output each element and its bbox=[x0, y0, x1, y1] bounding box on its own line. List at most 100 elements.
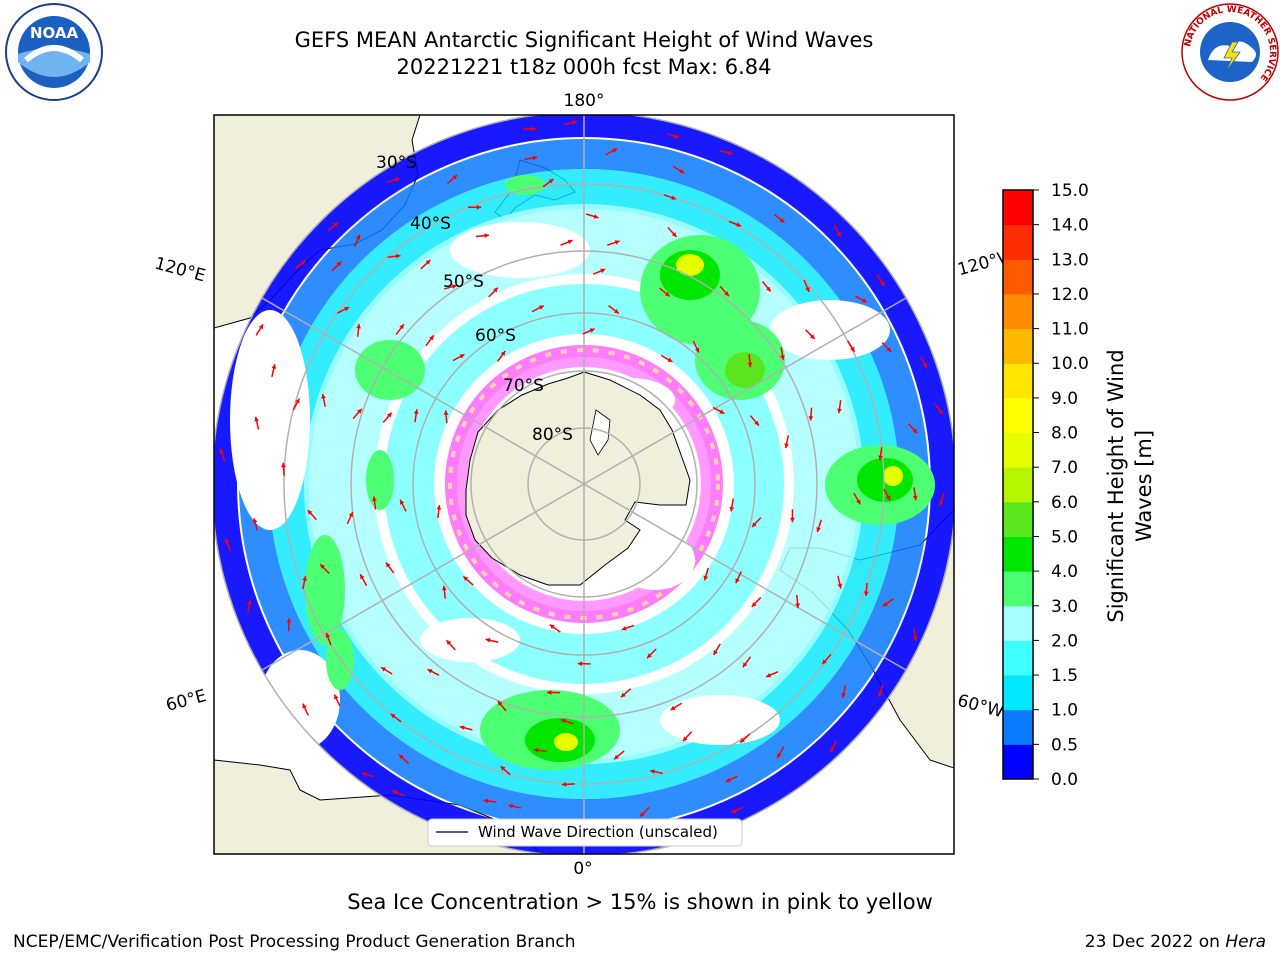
colorbar-bin bbox=[1003, 293, 1033, 330]
colorbar-tick-label: 6.0 bbox=[1051, 493, 1078, 513]
wave-direction-arrowhead bbox=[497, 701, 503, 706]
colorbar-frame bbox=[1002, 189, 1034, 780]
wave-direction-arrowhead bbox=[740, 738, 745, 743]
footer-machine: Hera bbox=[1225, 932, 1266, 952]
wave-direction-arrowhead bbox=[650, 769, 655, 774]
wave-direction-arrowhead bbox=[647, 653, 652, 659]
wave-direction-arrowhead bbox=[912, 636, 918, 641]
wave-direction-arrowhead bbox=[816, 527, 821, 533]
wave-direction-arrowhead bbox=[463, 576, 469, 582]
colorbar-tick-label: 5.0 bbox=[1051, 527, 1078, 547]
wave-direction-arrowhead bbox=[878, 455, 883, 461]
wave-direction-arrowhead bbox=[670, 705, 676, 711]
wave-direction-arrowhead bbox=[747, 362, 753, 368]
wave-direction-arrowhead bbox=[547, 690, 552, 695]
wave-direction-arrowhead bbox=[531, 126, 537, 132]
wave-direction-arrowhead bbox=[459, 725, 465, 731]
graticule bbox=[214, 115, 954, 854]
wave-direction-arrowhead bbox=[620, 692, 626, 698]
colorbar-bin bbox=[1003, 640, 1033, 676]
wave-direction-arrowhead bbox=[784, 443, 789, 449]
wave-direction-arrowhead bbox=[508, 803, 514, 809]
wave-direction-arrowhead bbox=[836, 231, 841, 237]
wave-direction-arrowhead bbox=[254, 416, 259, 422]
wave-direction-arrowhead bbox=[344, 307, 350, 312]
wave-direction-arrowhead bbox=[841, 692, 846, 698]
wave-direction-arrowhead bbox=[286, 618, 292, 623]
wave-direction-arrowhead bbox=[485, 637, 491, 643]
wave-direction-arrowhead bbox=[882, 601, 888, 607]
wave-direction-arrowhead bbox=[790, 517, 795, 523]
wave-direction-arrowhead bbox=[392, 790, 398, 795]
wave-direction-arrowhead bbox=[674, 134, 680, 139]
colorbar-tick-label: 11.0 bbox=[1051, 320, 1089, 340]
wave-direction-arrowhead bbox=[600, 268, 606, 274]
wave-direction-arrowhead bbox=[356, 323, 361, 329]
wave-direction-arrowhead bbox=[533, 747, 539, 753]
wave-direction-arrowhead bbox=[441, 585, 447, 591]
noaa-logo: NOAA bbox=[5, 3, 103, 101]
wave-direction-arrowhead bbox=[577, 661, 583, 667]
legend-label: Wind Wave Direction (unscaled) bbox=[478, 823, 718, 841]
wave-direction-arrowhead bbox=[837, 408, 842, 414]
colorbar-bin bbox=[1003, 363, 1033, 399]
wave-direction-arrowhead bbox=[731, 808, 737, 813]
ross-ice-shelf bbox=[589, 409, 611, 456]
wave-direction-arrowhead bbox=[694, 347, 700, 353]
wave-direction-arrowhead bbox=[381, 667, 387, 672]
wave-direction-arrowhead bbox=[219, 448, 225, 454]
colorbar-tick-label: 0.5 bbox=[1051, 735, 1078, 755]
map-frame bbox=[213, 114, 955, 855]
colorbar-bin bbox=[1003, 328, 1033, 364]
lon-label-60e: 60°E bbox=[164, 686, 209, 716]
wave-direction-arrowhead bbox=[822, 659, 827, 665]
chart-title-line1: GEFS MEAN Antarctic Significant Height o… bbox=[294, 28, 874, 52]
wave-direction-arrowhead bbox=[325, 632, 331, 638]
wave-direction-arrowhead bbox=[742, 662, 748, 668]
colorbar-bin bbox=[1003, 571, 1033, 607]
wave-direction-arrowhead bbox=[719, 409, 725, 414]
wave-direction-arrowhead bbox=[939, 500, 944, 506]
wave-direction-arrowhead bbox=[360, 574, 365, 580]
noaa-logo-text: NOAA bbox=[30, 24, 79, 42]
wave-direction-arrowhead bbox=[809, 334, 815, 340]
wave-direction-arrowhead bbox=[779, 217, 785, 223]
wave-direction-arrowhead bbox=[459, 354, 465, 359]
lat-label-30s: 30°S bbox=[376, 153, 417, 173]
wave-direction-arrowhead bbox=[247, 599, 252, 605]
lat-label-70s: 70°S bbox=[503, 376, 544, 396]
colorbar-bin bbox=[1003, 467, 1033, 503]
lat-label-60s: 60°S bbox=[475, 326, 516, 346]
wave-direction-arrowhead bbox=[336, 261, 342, 267]
colorbar-bin bbox=[1003, 501, 1033, 537]
wave-direction-arrowhead bbox=[613, 308, 619, 314]
colorbar-bin bbox=[1003, 709, 1033, 745]
wave-direction-arrowhead bbox=[561, 782, 567, 787]
wave-direction-arrowhead bbox=[476, 204, 482, 210]
wave-direction-arrowhead bbox=[589, 328, 595, 333]
wave-direction-arrowhead bbox=[399, 754, 404, 760]
wave-direction-arrowhead bbox=[572, 120, 578, 125]
wave-direction-arrowhead bbox=[348, 512, 354, 517]
wave-direction-arrowhead bbox=[830, 747, 835, 753]
map-legend: Wind Wave Direction (unscaled) bbox=[427, 818, 743, 847]
colorbar-tick-label: 12.0 bbox=[1051, 285, 1089, 305]
colorbar-bin bbox=[1003, 190, 1033, 226]
colorbar-bin bbox=[1003, 536, 1033, 572]
wave-direction-arrowhead bbox=[385, 562, 391, 568]
colorbar-bin bbox=[1003, 224, 1033, 260]
wave-direction-arrowhead bbox=[780, 355, 785, 360]
colorbar-bin bbox=[1003, 605, 1033, 641]
lon-label-120e: 120°E bbox=[152, 254, 207, 287]
wave-direction-arrowhead bbox=[725, 777, 731, 783]
wave-direction-arrowhead bbox=[795, 603, 800, 608]
wave-direction-arrowhead bbox=[271, 364, 277, 370]
wave-direction-arrowhead bbox=[446, 640, 452, 646]
wave-direction-arrowhead bbox=[427, 669, 433, 674]
wave-direction-arrowhead bbox=[621, 625, 627, 631]
chart-title-line2: 20221221 t18z 000h fcst Max: 6.84 bbox=[396, 55, 772, 79]
wave-direction-arrowhead bbox=[724, 291, 729, 297]
colorbar-tick-label: 14.0 bbox=[1051, 216, 1089, 236]
wave-direction-arrowhead bbox=[395, 253, 401, 259]
